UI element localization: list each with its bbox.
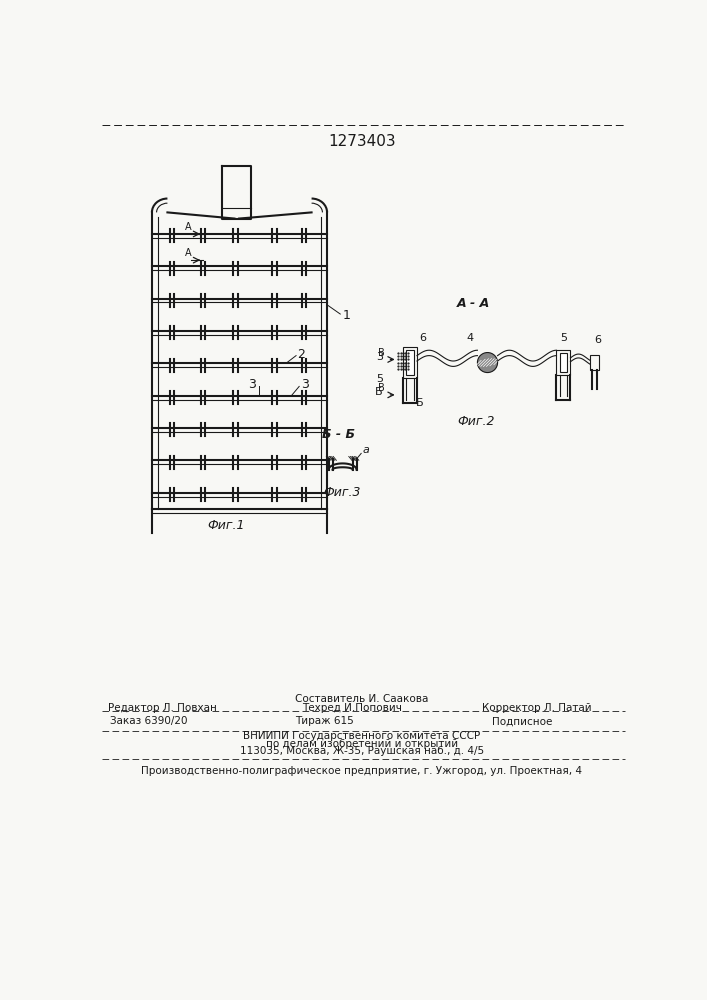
Text: 3: 3 [248, 378, 256, 391]
Text: 1273403: 1273403 [328, 134, 396, 149]
Text: 6: 6 [420, 333, 427, 343]
Text: А: А [185, 248, 192, 258]
Text: Подписное: Подписное [492, 716, 553, 726]
Text: Фиг.1: Фиг.1 [208, 519, 245, 532]
Text: 3: 3 [376, 352, 383, 362]
Text: А: А [185, 222, 192, 232]
Text: Корректор Л. Патай: Корректор Л. Патай [481, 703, 591, 713]
Bar [559, 353, 567, 372]
Circle shape [477, 353, 498, 373]
Text: Б: Б [416, 398, 423, 408]
Text: Б: Б [375, 387, 383, 397]
Text: 5: 5 [376, 374, 383, 384]
Text: 3: 3 [300, 378, 308, 391]
Text: Производственно-полиграфическое предприятие, г. Ужгород, ул. Проектная, 4: Производственно-полиграфическое предприя… [141, 766, 583, 776]
Text: Редактор Л. Повхан: Редактор Л. Повхан [107, 703, 216, 713]
Text: ВНИИПИ Государственного комитета СССР: ВНИИПИ Государственного комитета СССР [243, 731, 481, 741]
Text: 1: 1 [343, 309, 351, 322]
Text: Тираж 615: Тираж 615 [296, 716, 354, 726]
Text: А - А: А - А [457, 297, 490, 310]
Bar [590, 355, 599, 370]
Bar [556, 350, 571, 375]
Text: В: В [378, 383, 385, 393]
Text: Б - Б: Б - Б [322, 428, 355, 441]
Text: 113035, Москва, Ж-35, Раушская наб., д. 4/5: 113035, Москва, Ж-35, Раушская наб., д. … [240, 746, 484, 756]
Text: 5: 5 [560, 333, 567, 343]
Text: 4: 4 [467, 333, 474, 343]
Text: 2: 2 [298, 348, 305, 361]
Text: a: a [363, 445, 370, 455]
Text: Составитель И. Саакова: Составитель И. Саакова [296, 694, 428, 704]
Text: по делам изобретений и открытий: по делам изобретений и открытий [266, 739, 458, 749]
Text: 6: 6 [594, 335, 601, 345]
Text: Техред И.Попович: Техред И.Попович [302, 703, 402, 713]
Text: Заказ 6390/20: Заказ 6390/20 [110, 716, 187, 726]
Text: Фиг.3: Фиг.3 [324, 486, 361, 499]
Bar [406, 350, 414, 375]
Text: В: В [378, 348, 385, 358]
Bar [403, 347, 417, 378]
Text: Фиг.2: Фиг.2 [457, 415, 495, 428]
